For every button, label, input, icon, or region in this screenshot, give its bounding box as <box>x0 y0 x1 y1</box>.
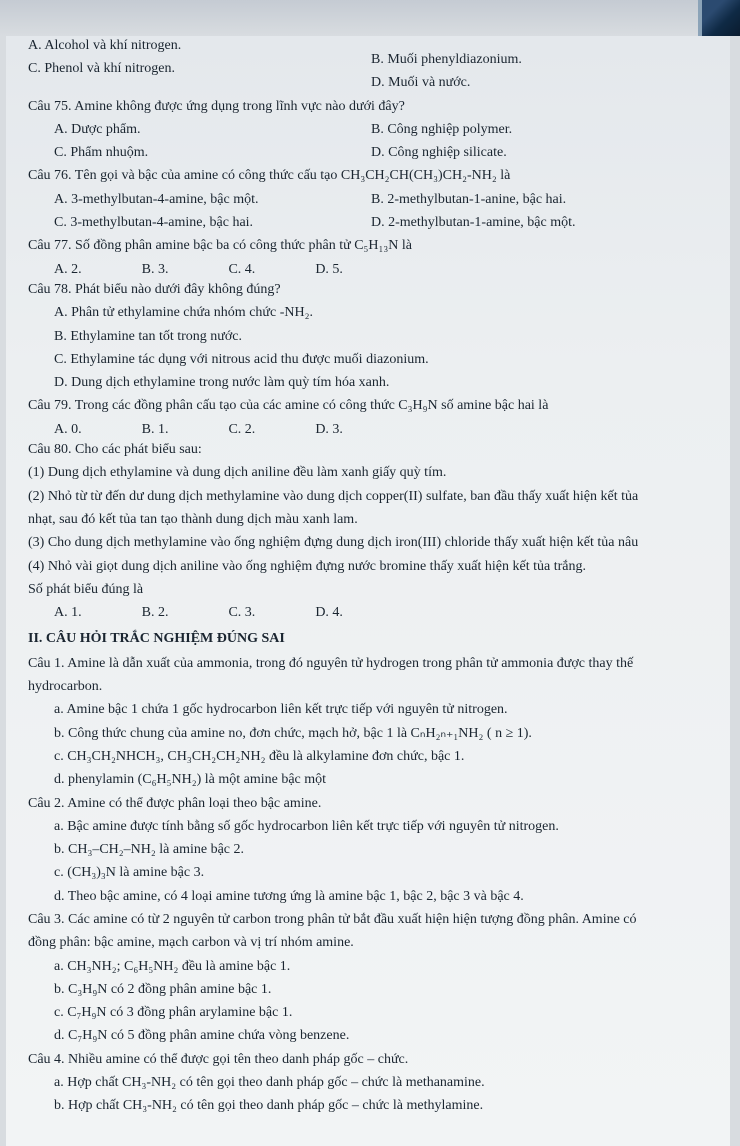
opt-text: B. 2. <box>142 603 169 623</box>
opt-text: B. Công nghiệp polymer. <box>371 120 714 140</box>
document-page: A. Alcohol và khí nitrogen. C. Phenol và… <box>6 36 730 1146</box>
opt-text: B. 2-methylbutan-1-anine, bậc hai. <box>371 190 714 210</box>
opt-text: b. CH₃–CH₂–NH₂ là amine bậc 2. <box>28 840 714 860</box>
opt-text: C. 2. <box>228 420 255 440</box>
opt-text: c. (CH₃)₃N là amine bậc 3. <box>28 863 714 883</box>
statement: (4) Nhỏ vài giọt dung dịch aniline vào ố… <box>28 557 714 577</box>
question-stem: Câu 78. Phát biểu nào dưới đây không đún… <box>28 280 714 300</box>
opt-text: A. Dược phẩm. <box>28 120 371 140</box>
opt-text: D. 3. <box>315 420 343 440</box>
opt-text: A. 1. <box>54 603 82 623</box>
opt-text: D. 2-methylbutan-1-amine, bậc một. <box>371 213 714 233</box>
opt-text: c. CH₃CH₂NHCH₃, CH₃CH₂CH₂NH₂ đều là alky… <box>28 747 714 767</box>
top-decor <box>0 0 740 36</box>
opt-text: A. 0. <box>54 420 82 440</box>
question-stem-text: Câu 78. Phát biểu nào dưới đây không đún… <box>28 282 281 297</box>
opt-text: d. C₇H₉N có 5 đồng phân amine chứa vòng … <box>28 1026 714 1046</box>
opt-text: C. 4. <box>228 260 255 280</box>
opt-text: b. Công thức chung của amine no, đơn chứ… <box>28 724 714 744</box>
opt-text: D. Muối và nước. <box>371 73 714 93</box>
opt-text: D. Công nghiệp silicate. <box>371 143 714 163</box>
opt-text: a. Hợp chất CH₃-NH₂ có tên gọi theo danh… <box>28 1073 714 1093</box>
opt-text: A. Alcohol và khí nitrogen. <box>28 36 371 56</box>
question-stem: Câu 80. Cho các phát biểu sau: <box>28 440 714 460</box>
opt-text: B. Ethylamine tan tốt trong nước. <box>28 327 714 347</box>
statement: (3) Cho dung dịch methylamine vào ống ng… <box>28 533 714 553</box>
question-stem: Câu 1. Amine là dẫn xuất của ammonia, tr… <box>28 654 714 674</box>
opt-text: D. Dung dịch ethylamine trong nước làm q… <box>28 373 714 393</box>
opt-text: d. phenylamin (C₆H₅NH₂) là một amine bậc… <box>28 770 714 790</box>
opt-text: d. Theo bậc amine, có 4 loại amine tương… <box>28 887 714 907</box>
opt-text: A. Phân tử ethylamine chứa nhóm chức -NH… <box>28 303 714 323</box>
question-stem: Câu 4. Nhiều amine có thể được gọi tên t… <box>28 1050 714 1070</box>
section-title: II. CÂU HỎI TRẮC NGHIỆM ĐÚNG SAI <box>28 629 714 649</box>
question-stem: đồng phân: bậc amine, mạch carbon và vị … <box>28 933 714 953</box>
opt-text: D. 4. <box>315 603 343 623</box>
prompt: Số phát biểu đúng là <box>28 580 714 600</box>
opt-text: a. Bậc amine được tính bằng số gốc hydro… <box>28 817 714 837</box>
opt-text: C. Phenol và khí nitrogen. <box>28 59 371 79</box>
opt-text: A. 3-methylbutan-4-amine, bậc một. <box>28 190 371 210</box>
opt-text: b. C₃H₉N có 2 đồng phân amine bậc 1. <box>28 980 714 1000</box>
question-stem: Câu 76. Tên gọi và bậc của amine có công… <box>28 166 714 186</box>
question-stem: Câu 75. Amine không được ứng dụng trong … <box>28 97 714 117</box>
question-stem: hydrocarbon. <box>28 677 714 697</box>
opt-text: C. 3. <box>228 603 255 623</box>
opt-text: c. C₇H₉N có 3 đồng phân arylamine bậc 1. <box>28 1003 714 1023</box>
opt-text: B. Muối phenyldiazonium. <box>371 50 714 70</box>
question-stem: Câu 3. Các amine có từ 2 nguyên tử carbo… <box>28 910 714 930</box>
question-stem: Câu 79. Trong các đồng phân cấu tạo của … <box>28 396 714 416</box>
statement: (2) Nhỏ từ từ đến dư dung dịch methylami… <box>28 487 714 507</box>
question-stem: Câu 77. Số đồng phân amine bậc ba có côn… <box>28 236 714 256</box>
opt-text: a. Amine bậc 1 chứa 1 gốc hydrocarbon li… <box>28 700 714 720</box>
opt-text: C. Phẩm nhuộm. <box>28 143 371 163</box>
opt-text: D. 5. <box>315 260 343 280</box>
statement: (1) Dung dịch ethylamine và dung dịch an… <box>28 463 714 483</box>
opt-text: C. 3-methylbutan-4-amine, bậc hai. <box>28 213 371 233</box>
statement: nhạt, sau đó kết tủa tan tạo thành dung … <box>28 510 714 530</box>
opt-text: B. 3. <box>142 260 169 280</box>
question-stem: Câu 2. Amine có thể được phân loại theo … <box>28 794 714 814</box>
opt-text: A. 2. <box>54 260 82 280</box>
opt-text: b. Hợp chất CH₃-NH₂ có tên gọi theo danh… <box>28 1096 714 1116</box>
opt-text: C. Ethylamine tác dụng với nitrous acid … <box>28 350 714 370</box>
opt-text: a. CH₃NH₂; C₆H₅NH₂ đều là amine bậc 1. <box>28 957 714 977</box>
opt-text: B. 1. <box>142 420 169 440</box>
